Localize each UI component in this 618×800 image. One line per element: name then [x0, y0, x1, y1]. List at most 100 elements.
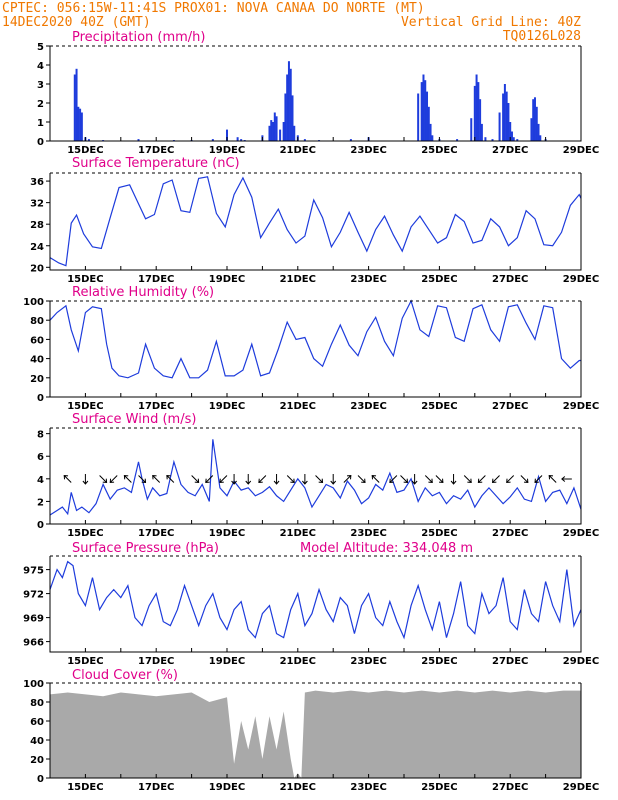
wind-arrow	[330, 474, 337, 485]
precip-bar	[426, 91, 429, 141]
precip-bar	[473, 85, 476, 141]
cloud-frame	[49, 683, 582, 779]
cloud-xtick-label: 25DEC	[421, 782, 457, 793]
wind-ytick-label: 0	[37, 520, 44, 531]
precip-bar	[291, 95, 294, 141]
wind-arrow	[123, 474, 132, 483]
pressure-xtick-label: 17DEC	[138, 656, 174, 667]
precip-bar	[270, 120, 273, 141]
wind-ytick-label: 4	[37, 475, 44, 486]
precip-bar	[273, 112, 276, 141]
precip-bar	[226, 129, 228, 141]
humidity-ytick-label: 80	[30, 316, 44, 327]
wind-arrow	[343, 474, 352, 483]
precip-bar	[303, 139, 306, 141]
wind-arrow	[450, 474, 457, 485]
cloud-ytick-label: 0	[37, 774, 44, 785]
precip-xtick-label: 25DEC	[421, 145, 457, 156]
temp-ytick-label: 20	[30, 263, 44, 274]
precip-title: Precipitation (mm/h)	[72, 30, 205, 45]
precip-bar	[456, 139, 459, 141]
cloud-ytick-label: 20	[30, 755, 44, 766]
precip-ytick-label: 5	[37, 42, 44, 53]
pressure-xtick-label: 25DEC	[421, 656, 457, 667]
precip-bar	[77, 106, 80, 141]
humidity-xtick-label: 17DEC	[138, 401, 174, 412]
precip-bar	[502, 93, 505, 141]
cloud-ytick-label: 40	[30, 736, 44, 747]
wind-arrow	[231, 474, 237, 485]
temp-ytick-label: 36	[30, 177, 44, 188]
temp-xtick-label: 25DEC	[421, 274, 457, 285]
precip-bar	[275, 116, 278, 141]
precip-bar	[477, 82, 480, 141]
precip-xtick-label: 15DEC	[67, 145, 103, 156]
precip-ytick-label: 1	[37, 118, 44, 129]
humidity-xtick-label: 25DEC	[421, 401, 457, 412]
pressure-xtick-label: 21DEC	[280, 656, 316, 667]
panels: Precipitation (mm/h) 0 1 2 3 4 5 15DEC 17DEC 19DE…	[23, 30, 599, 793]
temp-panel: Surface Temperature (nC) 20 24 28 32 36 15DEC 1…	[30, 156, 599, 285]
precip-bar	[507, 103, 510, 141]
humidity-ytick-label: 0	[37, 393, 44, 404]
wind-ytick-label: 6	[37, 452, 44, 463]
wind-arrow	[424, 475, 433, 484]
precip-bar	[505, 91, 508, 141]
temp-xtick-label: 27DEC	[492, 274, 528, 285]
precip-bar	[268, 125, 271, 141]
precip-xtick-label: 23DEC	[350, 145, 386, 156]
precip-xtick-label: 19DEC	[209, 145, 245, 156]
precip-panel: Precipitation (mm/h) 0 1 2 3 4 5 15DEC 17DEC 19DE…	[37, 30, 599, 156]
pressure-frame	[49, 556, 582, 653]
wind-arrow	[99, 475, 108, 484]
header-line1: CPTEC: 056:15W-11:41S PROX01: NOVA CANAA…	[2, 1, 425, 16]
temp-ytick-label: 24	[30, 242, 44, 253]
wind-xtick-label: 15DEC	[67, 528, 103, 539]
humidity-xtick-label: 27DEC	[492, 401, 528, 412]
precip-bar	[509, 122, 512, 141]
precip-ytick-label: 2	[37, 99, 44, 110]
precip-bar	[211, 139, 214, 141]
cloud-xtick-label: 17DEC	[138, 782, 174, 793]
precip-ytick-label: 3	[37, 80, 44, 91]
cloud-cover-area	[50, 690, 581, 778]
wind-arrow	[63, 474, 72, 483]
precip-bar	[470, 118, 473, 141]
precip-ytick-label: 0	[37, 137, 44, 148]
precip-frame	[49, 46, 582, 142]
model-altitude: Model Altitude: 334.048 m	[300, 541, 473, 556]
precip-bar	[530, 118, 533, 141]
precip-bar	[431, 135, 434, 141]
pressure-title: Surface Pressure (hPa)	[72, 541, 219, 556]
precip-bar	[284, 93, 287, 141]
cloud-title: Cloud Cover (%)	[72, 668, 178, 683]
cloud-xtick-label: 21DEC	[280, 782, 316, 793]
wind-arrow	[191, 475, 200, 484]
precip-bar	[293, 125, 296, 141]
precip-bar	[236, 137, 239, 141]
wind-xtick-label: 17DEC	[138, 528, 174, 539]
wind-arrow	[152, 474, 161, 483]
precip-xtick-label: 21DEC	[280, 145, 316, 156]
pressure-ytick-label: 972	[23, 590, 44, 601]
header-date: 14DEC2020 40Z (GMT)	[2, 15, 151, 30]
cloud-xtick-label: 27DEC	[492, 782, 528, 793]
humidity-ytick-label: 40	[30, 355, 44, 366]
wind-arrow	[273, 474, 280, 485]
wind-arrow	[463, 475, 472, 484]
precip-bar	[479, 99, 482, 141]
pressure-panel: Surface Pressure (hPa) 966 969 972 975 15DEC 1…	[23, 541, 599, 667]
precip-bar	[422, 74, 425, 141]
precip-bar	[240, 139, 243, 141]
wind-arrow	[534, 475, 543, 484]
temp-series-line	[49, 176, 582, 267]
wind-arrow	[258, 475, 267, 484]
temp-xtick-label: 23DEC	[350, 274, 386, 285]
precip-bar	[289, 68, 292, 141]
precip-bar	[75, 68, 78, 141]
wind-arrow	[520, 475, 529, 484]
humidity-xtick-label: 29DEC	[563, 401, 599, 412]
pressure-ytick-label: 969	[23, 614, 44, 625]
wind-arrow	[245, 474, 252, 485]
precip-bar	[533, 97, 536, 141]
